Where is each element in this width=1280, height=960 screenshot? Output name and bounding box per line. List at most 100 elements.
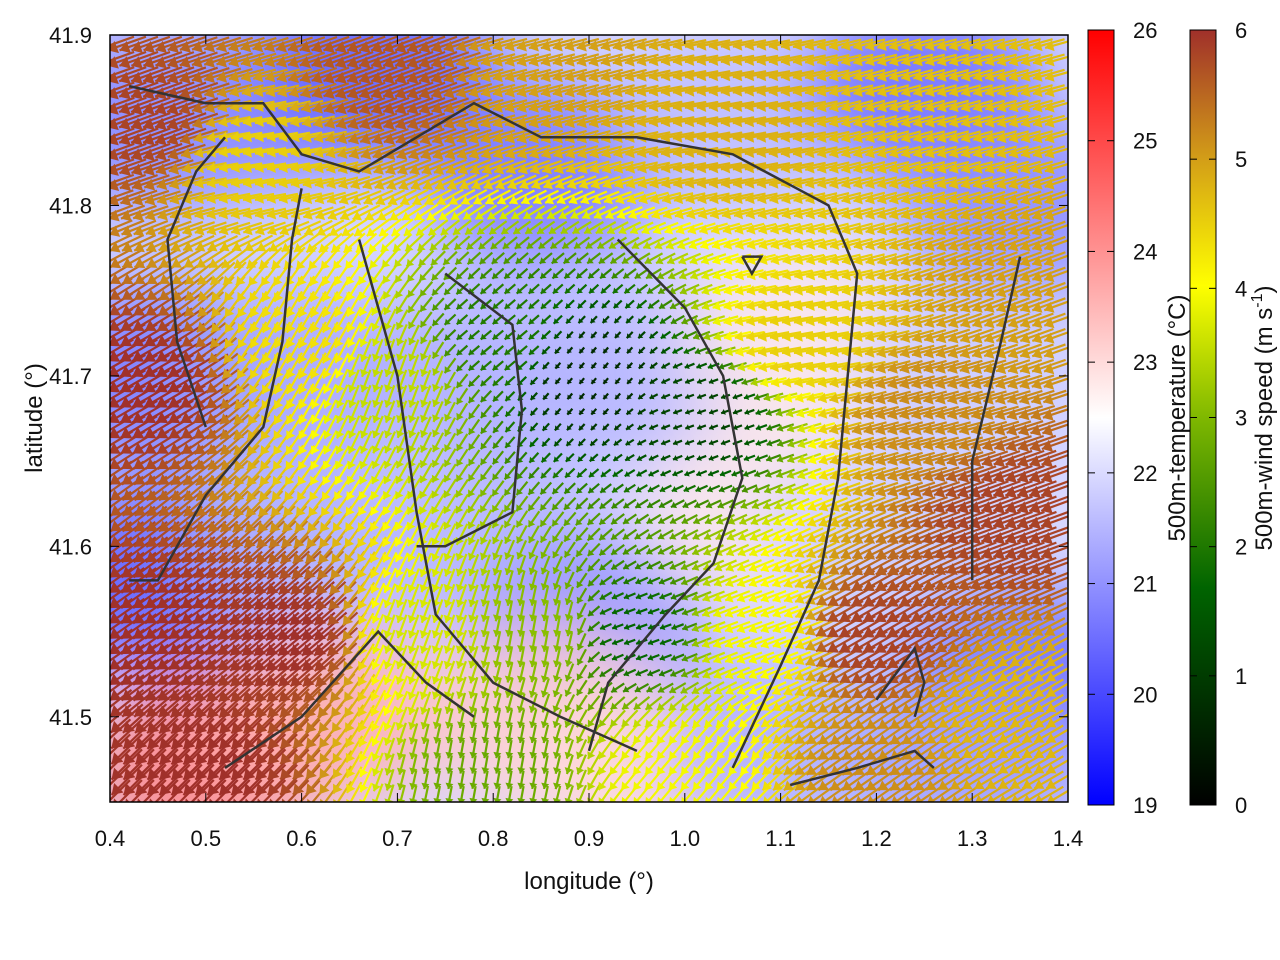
- wind-vector-head: [195, 767, 208, 780]
- wind-vector-head: [457, 751, 466, 759]
- wind-vector-head: [383, 706, 393, 716]
- wind-vector-head: [290, 674, 303, 687]
- wind-vector-head: [564, 736, 573, 744]
- wind-vector-head: [839, 656, 852, 669]
- wind-vector-head: [806, 764, 818, 775]
- wind-vector-head: [915, 795, 923, 802]
- wind-vector-head: [157, 596, 170, 609]
- wind-vector-head: [219, 705, 231, 718]
- wind-vector-head: [541, 767, 550, 774]
- wind-vector-head: [193, 581, 206, 594]
- wind-vector-head: [98, 489, 110, 500]
- wind-vector-head: [783, 780, 795, 791]
- wind-vector-head: [657, 796, 665, 802]
- wind-vector-head: [795, 764, 806, 775]
- wind-vector-head: [1022, 748, 1033, 759]
- wind-vector-head: [193, 612, 206, 624]
- wind-vector-head: [493, 782, 502, 789]
- wind-vector-head: [681, 654, 689, 662]
- wind-vector-head: [396, 798, 406, 802]
- wind-vector-head: [110, 581, 122, 593]
- wind-vector-head: [645, 781, 654, 791]
- wind-vector-head: [609, 750, 618, 760]
- wind-vector-head: [219, 767, 232, 780]
- wind-vector-head: [914, 780, 925, 791]
- wind-vector-head: [182, 705, 195, 718]
- wind-vector-head: [974, 733, 985, 743]
- wind-vector-head: [818, 718, 830, 729]
- wind-vector-head: [806, 702, 817, 713]
- wind-vector-head: [230, 690, 243, 702]
- wind-vector-head: [231, 705, 243, 718]
- wind-vector-head: [1046, 687, 1057, 697]
- wind-vector-head: [181, 596, 194, 609]
- wind-vector-head: [728, 734, 737, 744]
- wind-vector-head: [682, 639, 689, 647]
- wind-vector-head: [795, 639, 805, 650]
- wind-vector-head: [923, 610, 935, 622]
- wind-vector-head: [303, 690, 316, 702]
- wind-vector-head: [205, 643, 218, 655]
- wind-vector-head: [407, 599, 417, 608]
- wind-vector-head: [842, 780, 854, 791]
- wind-vector-head: [949, 671, 961, 682]
- wind-vector-head: [982, 578, 994, 591]
- wind-vector-head: [383, 645, 393, 654]
- wind-vector-head: [552, 690, 561, 697]
- wind-vector-head: [691, 624, 700, 632]
- wind-vector-head: [445, 721, 454, 729]
- wind-vector-head: [255, 721, 268, 734]
- wind-vector-head: [370, 584, 380, 594]
- wind-vector-head: [315, 598, 327, 610]
- wind-vector-head: [816, 671, 828, 683]
- wind-vector: [798, 783, 825, 802]
- wind-vector-head: [207, 705, 219, 718]
- wind-vector-head: [290, 659, 303, 671]
- wind-vector-head: [529, 629, 538, 637]
- wind-vector-head: [553, 629, 562, 637]
- wind-vector-head: [914, 764, 925, 775]
- wind-vector-head: [443, 660, 453, 669]
- wind-vector-head: [875, 656, 887, 669]
- wind-vector-head: [242, 674, 255, 687]
- wind-vector-head: [659, 670, 665, 677]
- wind-vector-head: [902, 780, 913, 791]
- wind-vector-head: [692, 608, 700, 617]
- wind-vector-head: [935, 610, 947, 622]
- wind-vector-head: [612, 654, 618, 661]
- wind-vector-head: [219, 783, 232, 795]
- wind-vector-head: [516, 598, 526, 606]
- wind-vector-head: [553, 782, 561, 790]
- wind-vector-head: [1044, 625, 1056, 636]
- wind-vector-head: [713, 639, 722, 649]
- wind-vector-head: [623, 563, 630, 570]
- wind-vector-head: [147, 752, 160, 765]
- wind-vector-head: [408, 737, 418, 745]
- wind-vector-head: [431, 645, 441, 654]
- wind-vector-head: [541, 614, 550, 621]
- wind-vector-head: [751, 765, 761, 775]
- wind-vector-head: [839, 595, 852, 607]
- wind-vector-head: [254, 643, 267, 656]
- wind-vector-head: [306, 768, 317, 780]
- wind-vector-head: [395, 584, 405, 593]
- wind-vector-head: [950, 779, 961, 790]
- wind-vector-head: [145, 596, 158, 609]
- wind-vector-head: [564, 629, 574, 637]
- wind-vector-head: [671, 654, 677, 662]
- wind-vector-head: [795, 780, 806, 791]
- wind-vector-head: [517, 629, 526, 637]
- wind-vector-head: [145, 642, 158, 655]
- wind-vector-head: [1005, 578, 1018, 591]
- wind-vector-head: [420, 721, 429, 730]
- wind-vector-head: [659, 608, 666, 615]
- wind-vector-head: [576, 658, 584, 665]
- wind-vector-head: [576, 565, 584, 573]
- wind-vector-head: [432, 706, 441, 715]
- wind-vector-head: [985, 641, 996, 652]
- wind-vector-head: [866, 764, 878, 775]
- wind-vector: [142, 779, 167, 802]
- wind-vector-head: [783, 670, 793, 680]
- wind-vector-head: [267, 783, 280, 795]
- wind-vector-head: [748, 654, 758, 664]
